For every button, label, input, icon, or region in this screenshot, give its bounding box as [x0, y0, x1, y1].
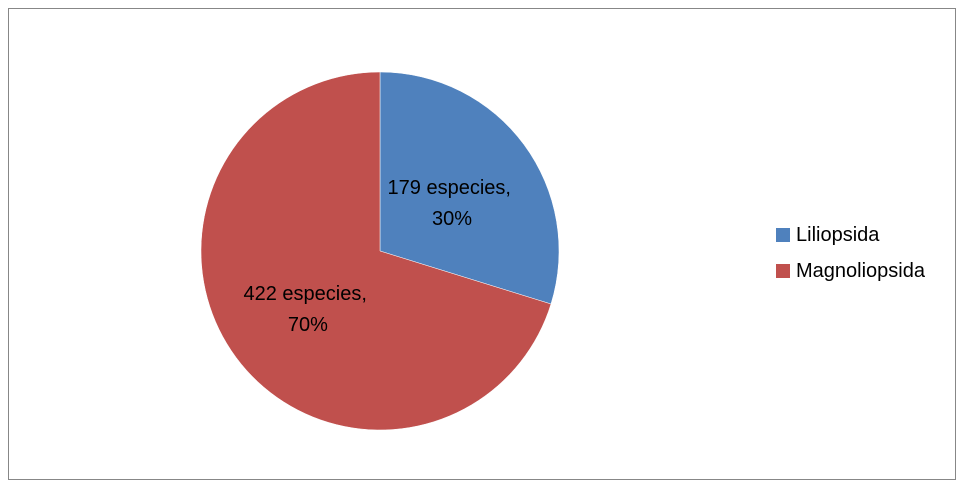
data-label-magnoliopsida: 422 especies, 70%	[243, 283, 372, 336]
pie-slice-liliopsida	[379, 71, 560, 305]
data-label-liliopsida-count: 179 especies,	[388, 177, 511, 199]
legend-item-magnoliopsida: Magnoliopsida	[776, 259, 925, 283]
pie-slice-magnoliopsida	[200, 71, 552, 431]
data-label-liliopsida: 179 especies, 30%	[388, 177, 517, 230]
pie-chart: 179 especies, 30% 422 especies, 70%	[200, 71, 560, 431]
pie-slices	[200, 71, 560, 431]
legend-item-liliopsida: Liliopsida	[776, 223, 925, 247]
legend-swatch-magnoliopsida	[776, 264, 790, 278]
data-label-liliopsida-percent: 30%	[432, 208, 472, 230]
legend-label-magnoliopsida: Magnoliopsida	[796, 259, 925, 282]
pie-data-labels: 179 especies, 30% 422 especies, 70%	[243, 177, 517, 336]
chart-area: 179 especies, 30% 422 especies, 70% Lili…	[8, 8, 956, 480]
data-label-magnoliopsida-percent: 70%	[288, 314, 328, 336]
legend: Liliopsida Magnoliopsida	[776, 223, 925, 295]
legend-label-liliopsida: Liliopsida	[796, 223, 880, 246]
legend-swatch-liliopsida	[776, 228, 790, 242]
data-label-magnoliopsida-count: 422 especies,	[243, 283, 366, 305]
